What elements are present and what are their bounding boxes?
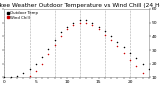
Point [141, 73, 144, 74]
Point [66, 29, 68, 30]
Point [135, 58, 138, 59]
Point [91, 25, 94, 26]
Point [97, 29, 100, 30]
Point [60, 31, 62, 33]
Point [35, 70, 37, 71]
Point [47, 48, 50, 49]
Point [122, 52, 125, 53]
Point [79, 22, 81, 23]
Point [3, 77, 6, 78]
Point [148, 78, 150, 80]
Point [135, 66, 138, 67]
Point [53, 44, 56, 45]
Point [110, 40, 112, 41]
Point [35, 63, 37, 64]
Point [53, 40, 56, 41]
Title: Milwaukee Weather Outdoor Temperature vs Wind Chill (24 Hours): Milwaukee Weather Outdoor Temperature vs… [0, 3, 160, 8]
Point [79, 19, 81, 21]
Point [129, 52, 131, 53]
Point [104, 30, 106, 31]
Point [148, 69, 150, 70]
Point [72, 22, 75, 23]
Point [22, 80, 24, 81]
Point [104, 34, 106, 36]
Point [9, 84, 12, 85]
Point [16, 75, 18, 77]
Point [110, 36, 112, 37]
Point [60, 36, 62, 37]
Point [116, 45, 119, 47]
Point [141, 63, 144, 64]
Point [41, 56, 43, 58]
Point [97, 26, 100, 27]
Point [3, 84, 6, 85]
Point [28, 69, 31, 70]
Point [66, 26, 68, 27]
Point [16, 82, 18, 84]
Point [91, 22, 94, 23]
Point [28, 75, 31, 77]
Point [9, 77, 12, 78]
Legend: Outdoor Temp, Wind Chill: Outdoor Temp, Wind Chill [6, 11, 38, 20]
Point [22, 73, 24, 74]
Point [72, 25, 75, 26]
Point [85, 22, 87, 23]
Point [85, 19, 87, 21]
Point [122, 47, 125, 48]
Point [116, 41, 119, 42]
Point [129, 59, 131, 60]
Point [41, 63, 43, 64]
Point [47, 53, 50, 55]
